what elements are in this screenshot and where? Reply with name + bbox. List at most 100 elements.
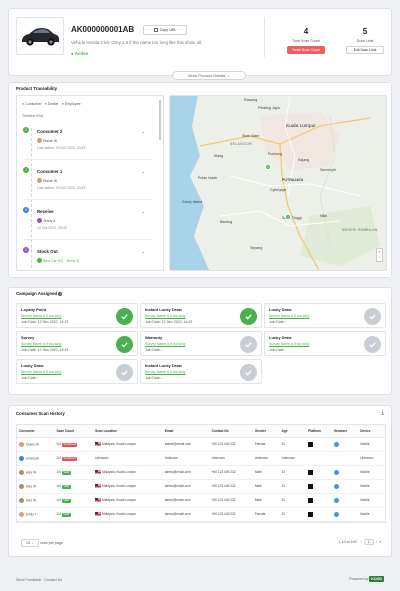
reset-scan-button[interactable]: Reset Scan Count [287, 46, 325, 54]
consumer-name[interactable]: Unknown [26, 455, 40, 460]
campaign-survey-link[interactable]: Survey Name A if too long [145, 314, 186, 318]
column-header[interactable]: Contact No [209, 425, 253, 438]
traceability-map[interactable]: Kuala Lumpur SELANGOR Shah Alam Petaling… [169, 95, 387, 271]
column-header[interactable]: Scan Count [54, 425, 94, 438]
column-header[interactable]: Gender [252, 425, 280, 438]
browser-icon [334, 469, 340, 475]
column-header[interactable]: Age [279, 425, 307, 438]
consumer-name[interactable]: Alex W [26, 469, 37, 474]
column-header[interactable]: Device [358, 425, 385, 438]
map-zoom-controls[interactable]: + − [376, 248, 383, 262]
chevron-down-icon[interactable]: ⌄ [141, 249, 145, 254]
browser-cell [332, 465, 359, 480]
rows-per-page[interactable]: 10 ⌄ rows per page [21, 539, 63, 548]
table-row[interactable]: Unknown 2/4 Suspicious Unknown Unknown Unknow… [17, 451, 385, 466]
platform-cell [306, 451, 333, 466]
campaign-card-item[interactable]: Lucky Draw Survey Name A if too long Join … [264, 331, 386, 356]
table-row[interactable]: Elaine W 3/4 Suspicious Malaysia, Kuala Lum… [17, 437, 385, 452]
stats-divider [264, 17, 265, 57]
check-circle-disabled-icon [364, 336, 381, 353]
timeline-dot: 1 [23, 167, 29, 173]
column-header[interactable]: Browser [332, 425, 359, 438]
campaign-card-item[interactable]: Loyalty Point Survey Name A if too long Jo… [16, 303, 138, 328]
legend-consumer: ● Consumer [22, 102, 42, 106]
consumer-name[interactable]: Alex W [26, 483, 37, 488]
consumer-name[interactable]: Alex W [26, 497, 37, 502]
timeline-legend: ● Consumer ● Dealer ● Employee [22, 102, 81, 106]
campaign-join-date: Join Date: - [269, 320, 287, 324]
column-header[interactable]: Scan Location [93, 425, 163, 438]
status-badge: ● Active [71, 51, 88, 56]
malaysia-flag-icon [95, 484, 102, 489]
campaign-survey-link[interactable]: Survey Name A if too long [269, 342, 310, 346]
campaign-survey-link[interactable]: Survey Name A if too long [145, 370, 186, 374]
more-product-details-button[interactable]: More Product Details ⌄ [172, 71, 246, 80]
device-cell: Mobile [358, 437, 385, 452]
malaysia-flag-icon [95, 512, 102, 517]
campaign-survey-link[interactable]: Survey Name A if too long [21, 370, 62, 374]
section-title-history: Consumer Scan History [16, 411, 65, 416]
timeline-scrollbar[interactable] [159, 100, 161, 140]
table-row[interactable]: Emily T 1/4 Valid Malaysia, Kuala Lumpur ale… [17, 507, 385, 522]
scan-location: Malaysia, Kuala Lumpur [102, 469, 137, 474]
table-row[interactable]: Alex W 1/4 Valid Malaysia, Kuala Lumpur alex… [17, 479, 385, 494]
campaign-card-item[interactable]: Lucky Draw Survey Name A if too long Join … [264, 303, 386, 328]
gender-cell: Male [252, 465, 280, 480]
divider [23, 199, 151, 200]
campaign-survey-link[interactable]: Survey Name A if too long [21, 342, 62, 346]
map-label-kl: Kuala Lumpur [286, 124, 316, 129]
campaign-card-item[interactable]: Lucky Draw Survey Name A if too long Join … [16, 359, 138, 384]
edit-scan-limit-button[interactable]: Edit Scan Limit [346, 46, 384, 54]
next-page-button[interactable]: › [375, 540, 377, 544]
car-image [22, 28, 59, 46]
kood-logo: KOOD [369, 576, 384, 583]
timeline-item[interactable]: 1 Consumer 1 ⌄ Elaine W Last active: 29 … [23, 167, 151, 201]
scan-count-cell: 3/4 Suspicious [54, 437, 94, 452]
avatar [19, 441, 24, 447]
prev-page-button[interactable]: ‹ [360, 540, 362, 544]
campaign-card-item[interactable]: Survey Survey Name A if too long Join Date… [16, 331, 138, 356]
chevron-down-icon[interactable]: ⌄ [141, 169, 145, 174]
timeline-item[interactable]: 6 Stock Out ⌄ Best Car HQ · Jenny Q [23, 247, 151, 270]
browser-cell [332, 507, 359, 522]
email-cell: alexw@email.com [162, 507, 210, 522]
consumer-name[interactable]: Elaine W [26, 441, 39, 446]
campaign-survey-link[interactable]: Survey Name A if too long [21, 314, 62, 318]
timeline-item-time: Last active: 29 Oct 2022, 10:45 [37, 146, 86, 150]
timeline-item[interactable]: 2 Consumer 2 ⌄ Elaine W Last active: 29 … [23, 127, 151, 161]
map-pin[interactable]: 4 [285, 214, 291, 220]
timeline-panel: ● Consumer ● Dealer ● Employee Timeline … [16, 95, 164, 271]
campaign-card-item[interactable]: Instant Lucky Draw Survey Name A if too l… [140, 303, 262, 328]
timeline-item-name: Stock Out [37, 249, 58, 254]
campaign-survey-link[interactable]: Survey Name A if too long [145, 342, 186, 346]
table-row[interactable]: Alex W 1/4 Valid Malaysia, Kuala Lumpur alex… [17, 465, 385, 480]
timeline-item[interactable]: 6 Receive ⌄ Jenny A 12 Oct 2022, 10:45 [23, 207, 151, 241]
table-row[interactable]: Alex W 1/4 Valid Malaysia, Kuala Lumpur alex… [17, 493, 385, 508]
column-header[interactable]: Consumer [17, 425, 55, 438]
scan-count-cell: 1/4 Valid [54, 493, 94, 508]
campaign-card-item[interactable]: Warranty Survey Name A if too long Join Da… [140, 331, 262, 356]
gender-cell: Male [252, 493, 280, 508]
chevron-down-icon[interactable]: ⌄ [141, 209, 145, 214]
footer-links[interactable]: Send Feedback · Contact Us [16, 578, 63, 582]
campaign-name: Warranty [145, 335, 163, 340]
campaign-card-item[interactable]: Instant Lucky Draw Survey Name A if too l… [140, 359, 262, 384]
per-page-select[interactable]: 10 ⌄ [21, 539, 40, 548]
copy-url-button[interactable]: Copy URL [143, 25, 187, 35]
chevron-down-icon[interactable]: ⌄ [141, 129, 145, 134]
page-number[interactable]: 1 [363, 539, 374, 546]
status-badge: Valid [61, 498, 71, 503]
status-badge: Suspicious [61, 442, 78, 447]
consumer-name[interactable]: Emily T [26, 511, 37, 516]
consumer-cell: Elaine W [17, 437, 55, 452]
campaign-survey-link[interactable]: Survey Name A if too long [269, 314, 310, 318]
last-page-button[interactable]: » [379, 540, 381, 544]
download-icon[interactable]: ⤓ [381, 410, 384, 416]
platform-cell [306, 507, 333, 522]
timeline-item-user: Jenny A [43, 219, 56, 223]
column-header[interactable]: Email [162, 425, 210, 438]
divider [23, 159, 151, 160]
map-pin[interactable]: 6 [265, 164, 271, 170]
column-header[interactable]: Platform [306, 425, 333, 438]
email-cell: alexw@email.com [162, 465, 210, 480]
